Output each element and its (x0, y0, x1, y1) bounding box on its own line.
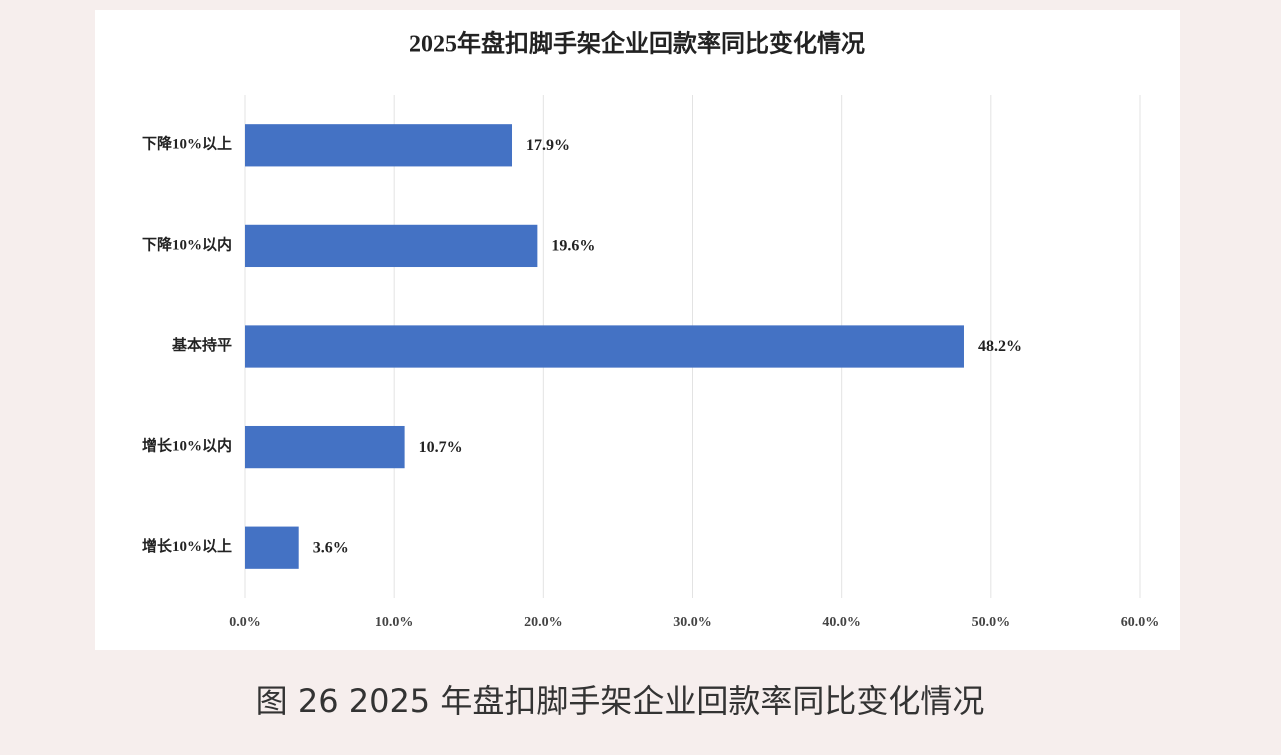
value-label: 48.2% (978, 338, 1022, 355)
x-tick-label: 20.0% (524, 615, 563, 630)
value-label: 3.6% (313, 539, 349, 556)
value-label: 10.7% (419, 439, 463, 456)
bar (245, 526, 299, 569)
caption: 图 26 2025 年盘扣脚手架企业回款率同比变化情况 (256, 682, 985, 720)
x-tick-label: 60.0% (1121, 615, 1160, 630)
category-label: 基本持平 (171, 336, 232, 354)
value-label: 19.6% (551, 238, 595, 255)
value-label: 17.9% (526, 137, 570, 154)
x-tick-label: 50.0% (972, 615, 1011, 630)
chart-title: 2025年盘扣脚手架企业回款率同比变化情况 (409, 30, 865, 58)
x-tick-label: 10.0% (375, 615, 414, 630)
bar (245, 224, 538, 268)
category-label: 增长10%以上 (142, 537, 232, 555)
x-tick-label: 0.0% (229, 615, 261, 630)
category-label: 增长10%以内 (142, 437, 232, 455)
category-label: 下降10%以上 (142, 135, 232, 153)
x-tick-label: 30.0% (673, 615, 712, 630)
bar (245, 325, 964, 368)
x-tick-label: 40.0% (822, 615, 861, 630)
category-label: 下降10%以内 (142, 235, 232, 253)
bar (245, 124, 513, 167)
bar (245, 425, 405, 469)
